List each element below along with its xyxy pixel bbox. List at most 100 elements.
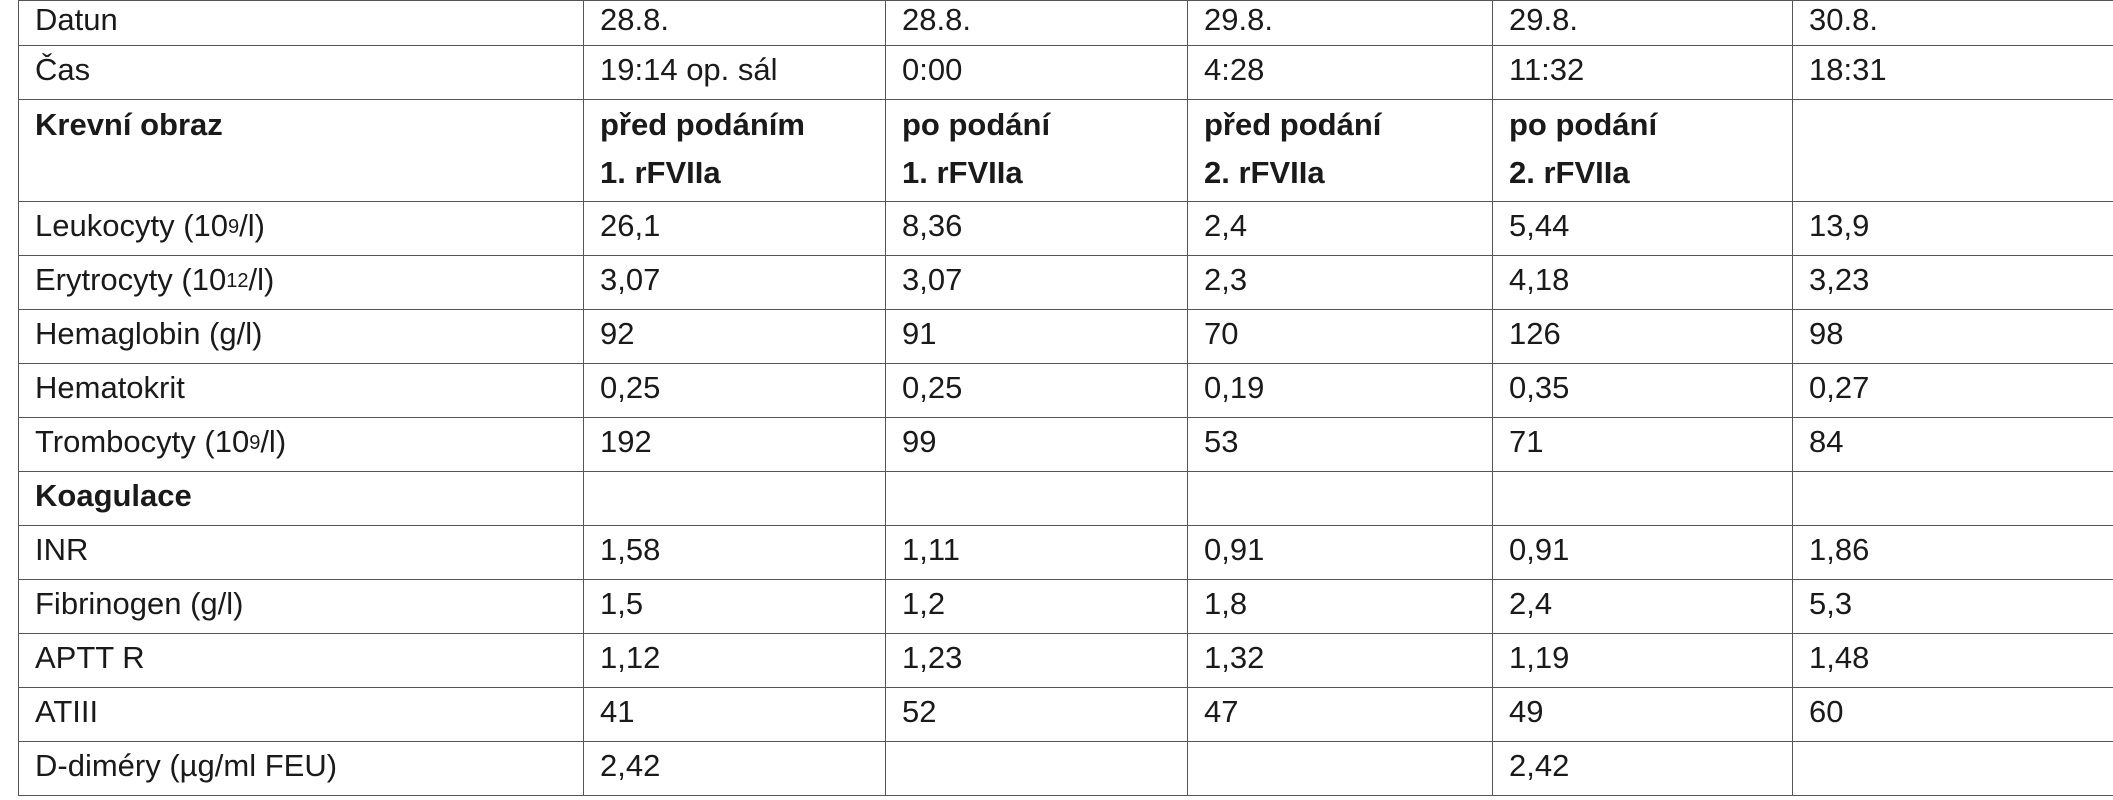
table-row-hematocrit: Hematokrit 0,25 0,25 0,19 0,35 0,27 <box>18 363 2113 418</box>
empty-cell <box>885 471 1188 526</box>
value-cell: 2,42 <box>583 741 886 796</box>
value-cell: 192 <box>583 417 886 472</box>
row-label: APTT R <box>18 633 584 688</box>
date-row: Datun 28.8. 28.8. 29.8. 29.8. 30.8. <box>18 0 2113 46</box>
row-label-unit: /l) <box>239 208 265 243</box>
value-cell: 92 <box>583 309 886 364</box>
value-cell: 1,32 <box>1187 633 1493 688</box>
row-label: Leukocyty (109/l) <box>18 201 584 256</box>
value-cell: 3,07 <box>885 255 1188 310</box>
row-label: Fibrinogen (g/l) <box>18 579 584 634</box>
time-cell: 11:32 <box>1492 45 1793 100</box>
value-cell: 3,23 <box>1792 255 2113 310</box>
time-cell: 19:14 op. sál <box>583 45 886 100</box>
unit-exponent: 12 <box>226 270 249 292</box>
value-cell: 1,23 <box>885 633 1188 688</box>
value-cell: 1,5 <box>583 579 886 634</box>
date-cell: 28.8. <box>885 0 1188 46</box>
value-cell: 2,3 <box>1187 255 1493 310</box>
dose-state-cell: po podání 1. rFVIIa <box>885 99 1188 202</box>
value-cell: 0,27 <box>1792 363 2113 418</box>
unit-exponent: 9 <box>249 432 261 454</box>
coagulation-header-row: Koagulace <box>18 471 2113 526</box>
table-row-atiii: ATIII 41 52 47 49 60 <box>18 687 2113 742</box>
value-cell: 98 <box>1792 309 2113 364</box>
row-label: Hemaglobin (g/l) <box>18 309 584 364</box>
table-row-inr: INR 1,58 1,11 0,91 0,91 1,86 <box>18 525 2113 580</box>
date-cell: 29.8. <box>1492 0 1793 46</box>
value-cell: 84 <box>1792 417 2113 472</box>
row-label: Hematokrit <box>18 363 584 418</box>
value-cell: 4,18 <box>1492 255 1793 310</box>
dose-state-cell <box>1792 99 2113 202</box>
row-label-text: Leukocyty (10 <box>35 208 228 243</box>
date-label: Datun <box>18 0 584 46</box>
date-cell: 29.8. <box>1187 0 1493 46</box>
value-cell: 41 <box>583 687 886 742</box>
dose-state-line-1: po podání <box>902 107 1051 142</box>
coagulation-section-heading: Koagulace <box>18 471 584 526</box>
dose-state-line-2: 2. rFVIIa <box>1204 155 1325 190</box>
dose-state-cell: před podání 2. rFVIIa <box>1187 99 1493 202</box>
table-row-thrombocytes: Trombocyty (109/l) 192 99 53 71 84 <box>18 417 2113 472</box>
table-row-fibrinogen: Fibrinogen (g/l) 1,5 1,2 1,8 2,4 5,3 <box>18 579 2113 634</box>
value-cell: 53 <box>1187 417 1493 472</box>
value-cell: 52 <box>885 687 1188 742</box>
row-label: INR <box>18 525 584 580</box>
value-cell: 1,86 <box>1792 525 2113 580</box>
row-label: ATIII <box>18 687 584 742</box>
table-row-leukocytes: Leukocyty (109/l) 26,1 8,36 2,4 5,44 13,… <box>18 201 2113 256</box>
date-cell: 28.8. <box>583 0 886 46</box>
value-cell: 1,58 <box>583 525 886 580</box>
dose-state-cell: po podání 2. rFVIIa <box>1492 99 1793 202</box>
dose-state-line-1: před podáním <box>600 107 805 142</box>
row-label-unit: /l) <box>260 424 287 459</box>
value-cell: 1,48 <box>1792 633 2113 688</box>
empty-cell <box>1187 471 1493 526</box>
value-cell <box>1792 741 2113 796</box>
value-cell: 1,2 <box>885 579 1188 634</box>
value-cell: 126 <box>1492 309 1793 364</box>
value-cell <box>885 741 1188 796</box>
value-cell: 0,19 <box>1187 363 1493 418</box>
value-cell: 47 <box>1187 687 1493 742</box>
value-cell: 0,35 <box>1492 363 1793 418</box>
dose-state-line-2: 2. rFVIIa <box>1509 155 1630 190</box>
value-cell: 2,42 <box>1492 741 1793 796</box>
value-cell: 0,91 <box>1492 525 1793 580</box>
value-cell: 1,19 <box>1492 633 1793 688</box>
row-label-unit: /l) <box>248 262 275 297</box>
value-cell: 71 <box>1492 417 1793 472</box>
value-cell: 1,8 <box>1187 579 1493 634</box>
time-cell: 0:00 <box>885 45 1188 100</box>
date-cell: 30.8. <box>1792 0 2113 46</box>
value-cell: 60 <box>1792 687 2113 742</box>
empty-cell <box>1492 471 1793 526</box>
row-label: Trombocyty (109/l) <box>18 417 584 472</box>
time-row: Čas 19:14 op. sál 0:00 4:28 11:32 18:31 <box>18 45 2113 100</box>
dose-state-line-1: po podání <box>1509 107 1658 142</box>
value-cell: 26,1 <box>583 201 886 256</box>
value-cell: 70 <box>1187 309 1493 364</box>
value-cell: 2,4 <box>1492 579 1793 634</box>
table-row-hemoglobin: Hemaglobin (g/l) 92 91 70 126 98 <box>18 309 2113 364</box>
value-cell: 13,9 <box>1792 201 2113 256</box>
blood-count-header-row: Krevní obraz před podáním 1. rFVIIa po p… <box>18 99 2113 202</box>
value-cell <box>1187 741 1493 796</box>
value-cell: 1,11 <box>885 525 1188 580</box>
blood-count-section-heading: Krevní obraz <box>18 99 584 202</box>
table-row-erythrocytes: Erytrocyty (1012/l) 3,07 3,07 2,3 4,18 3… <box>18 255 2113 310</box>
time-cell: 4:28 <box>1187 45 1493 100</box>
row-label: D-diméry (µg/ml FEU) <box>18 741 584 796</box>
table-row-d-dimers: D-diméry (µg/ml FEU) 2,42 2,42 <box>18 741 2113 796</box>
value-cell: 0,25 <box>583 363 886 418</box>
dose-state-cell: před podáním 1. rFVIIa <box>583 99 886 202</box>
table-row-aptt: APTT R 1,12 1,23 1,32 1,19 1,48 <box>18 633 2113 688</box>
value-cell: 49 <box>1492 687 1793 742</box>
value-cell: 0,25 <box>885 363 1188 418</box>
time-label: Čas <box>18 45 584 100</box>
time-cell: 18:31 <box>1792 45 2113 100</box>
value-cell: 3,07 <box>583 255 886 310</box>
lab-results-table: Datun 28.8. 28.8. 29.8. 29.8. 30.8. Čas … <box>18 0 2113 796</box>
value-cell: 8,36 <box>885 201 1188 256</box>
